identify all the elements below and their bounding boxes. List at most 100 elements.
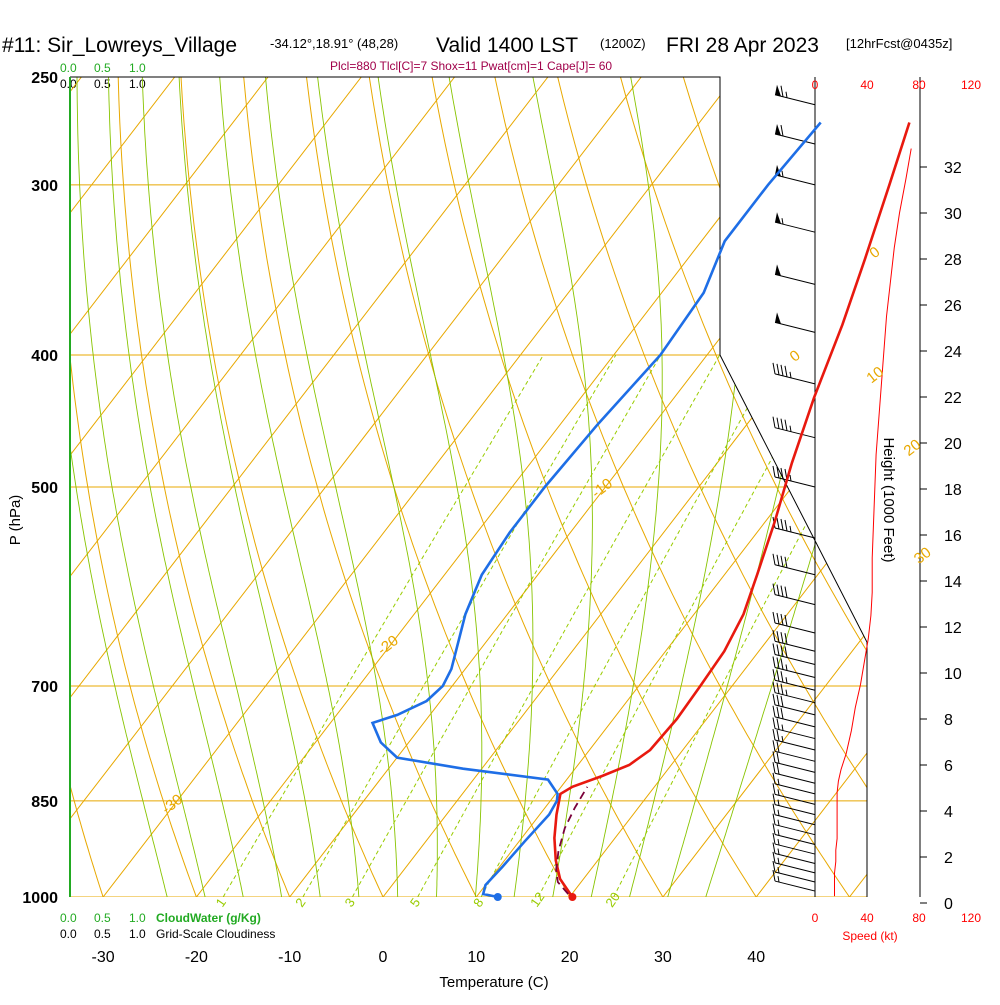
wind-barb-flag <box>777 707 779 718</box>
moist-adiabat-line <box>533 77 593 926</box>
wind-barb-halfflag <box>782 736 783 742</box>
wind-barb <box>773 794 815 815</box>
wind-barb <box>775 124 815 144</box>
moist-adiabat-line <box>622 77 745 926</box>
wind-barb-flag <box>773 682 775 693</box>
valid-time: Valid 1400 LST <box>436 34 578 57</box>
height-tick-label: 4 <box>944 804 953 821</box>
wind-barb <box>775 85 815 105</box>
height-tick-label: 28 <box>944 252 962 269</box>
wind-barb-flag <box>777 752 779 763</box>
wind-barb-flag <box>773 694 775 705</box>
mixing-ratio-label: 20 <box>602 889 623 909</box>
wind-barb-flag <box>777 695 779 706</box>
wind-barb-flag <box>785 366 787 377</box>
wind-barb <box>773 843 815 864</box>
wind-barb-flag <box>773 740 775 751</box>
wind-barb-flag <box>773 657 775 668</box>
wind-barb-halfflag <box>778 858 779 864</box>
wind-barb-flag <box>785 557 787 568</box>
wind-barb-shaft <box>775 751 815 761</box>
isotherm-line <box>850 77 1000 897</box>
wind-barb-shaft <box>775 825 815 835</box>
height-tick-label: 0 <box>944 896 953 913</box>
wind-barb <box>773 630 815 651</box>
wind-barb-shaft <box>775 773 815 783</box>
wind-barb-halfflag <box>786 690 787 696</box>
wind-barb-shaft <box>775 740 815 750</box>
speed-tick-label-top: 40 <box>860 78 874 92</box>
wind-barb-shaft <box>775 595 815 605</box>
wind-barb-shaft <box>775 623 815 633</box>
dewpoint-profile <box>373 123 821 898</box>
wind-barb-flag <box>773 783 775 794</box>
temp-tick-label: -20 <box>185 949 208 966</box>
wind-barb <box>773 804 815 825</box>
surface-temp-marker <box>568 893 576 901</box>
wind-barb-flag <box>781 556 783 567</box>
wind-barb-flag <box>777 555 779 566</box>
pressure-tick-label: 500 <box>31 480 58 497</box>
bottom-cloudiness-1: 0.5 <box>94 927 111 941</box>
wind-barb-flag <box>781 671 783 682</box>
wind-barb-flag <box>781 519 783 530</box>
wind-barb-flag <box>773 466 775 477</box>
wind-barb <box>773 823 815 844</box>
wind-barb-shaft <box>775 477 815 487</box>
wind-barb-halfflag <box>790 475 791 481</box>
height-tick-label: 10 <box>944 666 962 683</box>
pressure-tick-label: 700 <box>31 679 58 696</box>
wind-barb-pennant <box>775 312 781 324</box>
wind-barb-flag <box>773 729 775 740</box>
bottom-cloudiness-2: 1.0 <box>129 927 146 941</box>
moist-adiabat-line <box>220 77 361 926</box>
wind-barb-halfflag <box>782 725 783 731</box>
temp-tick-label: 10 <box>467 949 485 966</box>
wind-barb-halfflag <box>786 665 787 671</box>
height-tick-label: 18 <box>944 482 962 499</box>
height-tick-label: 16 <box>944 528 962 545</box>
wind-barb-halfflag <box>786 677 787 683</box>
wind-barb-flag <box>777 719 779 730</box>
wind-barb-flag <box>781 125 783 136</box>
station-title: #11: Sir_Lowreys_Village <box>2 34 237 57</box>
wind-barb-shaft <box>775 374 815 384</box>
wind-barb-shaft <box>775 762 815 772</box>
sounding-stats: Plcl=880 Tlcl[C]=7 Shox=11 Pwat[cm]=1 Ca… <box>330 59 612 73</box>
wind-barb-shaft <box>775 565 815 575</box>
wind-barb-flag <box>777 585 779 596</box>
wind-barb-flag <box>781 468 783 479</box>
wind-barb-flag <box>785 420 787 431</box>
wind-barb-flag <box>773 554 775 565</box>
wind-barb-flag <box>785 520 787 531</box>
wind-barb <box>773 363 815 384</box>
mixing-ratio-line <box>481 355 777 897</box>
wind-barb-flag <box>781 684 783 695</box>
temp-tick-label: 40 <box>747 949 765 966</box>
wind-barb-flag <box>785 647 787 658</box>
wind-barb-flag <box>777 518 779 529</box>
mixing-ratio-line <box>352 355 660 897</box>
wind-barb-halfflag <box>778 839 779 845</box>
wind-barb <box>773 762 815 783</box>
wind-barb-flag <box>781 696 783 707</box>
mixing-ratio-label: 8 <box>470 895 486 910</box>
height-tick-label: 6 <box>944 758 953 775</box>
wind-barb-flag <box>773 612 775 623</box>
wind-barb-flag <box>777 763 779 774</box>
moist-adiabat-line <box>585 77 663 926</box>
wind-barb <box>773 718 815 739</box>
wind-barb-flag <box>773 833 775 844</box>
moist-adiabat-line <box>47 77 174 926</box>
wind-barb-shaft <box>775 428 815 438</box>
mixing-ratio-label: 3 <box>342 895 358 910</box>
speed-tick-label-bottom: 80 <box>912 911 926 925</box>
wind-barb-shaft <box>775 815 815 825</box>
wind-barb-shaft <box>775 872 815 882</box>
speed-tick-label-top: 80 <box>912 78 926 92</box>
wind-barb-flag <box>773 804 775 815</box>
pressure-tick-label: 250 <box>31 70 58 87</box>
temp-tick-label: 20 <box>561 949 579 966</box>
isotherm-label: 10 <box>863 363 887 387</box>
